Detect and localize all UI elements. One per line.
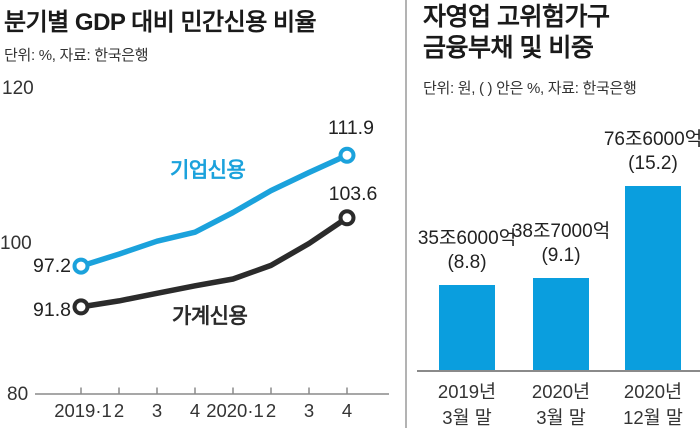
y-axis-tick-label-100: 100 <box>0 233 32 254</box>
bar <box>533 277 589 371</box>
corporate-credit-start-value: 97.2 <box>33 255 71 277</box>
bar-amount-label: 38조7000억 <box>511 220 611 242</box>
bar-category-label: 2020년 3월 말 <box>491 379 631 428</box>
bar-label-group: 76조6000억 (15.2) <box>573 128 700 176</box>
bar-amount-label: 76조6000억 <box>603 129 700 150</box>
x-axis-tick-label: 3 <box>151 400 163 421</box>
bar <box>625 186 681 371</box>
x-axis-tick-label: 2020·1 <box>206 400 264 421</box>
bar-category-label: 2019년 3월 말 <box>397 379 537 428</box>
bar-category-line1: 2019년 <box>437 381 497 402</box>
left-chart-panel: 분기별 GDP 대비 민간신용 비율 단위: %, 자료: 한국은행 120 1… <box>0 9 389 421</box>
bar-category-line2: 12월 말 <box>623 407 683 428</box>
x-axis-tick-label: 2019·1 <box>54 400 112 421</box>
bar-label-group: 38조7000억 (9.1) <box>481 220 641 268</box>
bar-percent-label: (15.2) <box>628 153 678 174</box>
panel-divider <box>405 0 407 428</box>
bar-category-line1: 2020년 <box>531 381 591 402</box>
x-axis-tick-label: 2 <box>265 400 277 421</box>
bar-category-line2: 3월 말 <box>536 407 586 428</box>
x-axis-tick-label: 3 <box>303 400 315 421</box>
right-chart-subtitle: 단위: 원, ( ) 안은 %, 자료: 한국은행 <box>423 80 637 97</box>
right-chart-title-line1: 자영업 고위험가구 <box>423 3 610 31</box>
line-chart-svg <box>35 146 389 395</box>
bar-category-line2: 3월 말 <box>442 407 492 428</box>
x-axis-line <box>417 370 700 372</box>
bar-label-group: 35조6000억 (8.8) <box>387 227 547 275</box>
household-credit-end-value: 103.6 <box>328 183 378 205</box>
left-chart-subtitle: 단위: %, 자료: 한국은행 <box>4 47 149 64</box>
series-label: 가계신용 <box>172 305 248 328</box>
y-axis-tick-label-80: 80 <box>7 384 29 405</box>
household-credit-start-value: 91.8 <box>33 299 71 321</box>
series-label: 기업신용 <box>170 159 246 182</box>
bar-percent-label: (8.8) <box>447 252 487 273</box>
left-chart-title: 분기별 GDP 대비 민간신용 비율 <box>4 9 317 36</box>
right-chart-panel: 자영업 고위험가구 금융부채 및 비중 단위: 원, ( ) 안은 %, 자료:… <box>405 0 700 428</box>
bar-category-label: 2020년 12월 말 <box>583 379 700 428</box>
x-axis-tick-label: 2 <box>113 400 125 421</box>
bar-percent-label: (9.1) <box>541 244 581 266</box>
bar-category-line1: 2020년 <box>623 381 683 402</box>
bar-amount-label: 35조6000억 <box>417 228 517 249</box>
bar <box>439 285 495 371</box>
corporate-credit-end-value: 111.9 <box>328 117 374 139</box>
right-chart-title-line2: 금융부채 및 비중 <box>423 34 594 62</box>
y-axis-tick-label-120: 120 <box>2 78 34 99</box>
x-axis-tick-label: 4 <box>189 400 201 421</box>
x-axis-tick-label: 4 <box>341 400 353 421</box>
